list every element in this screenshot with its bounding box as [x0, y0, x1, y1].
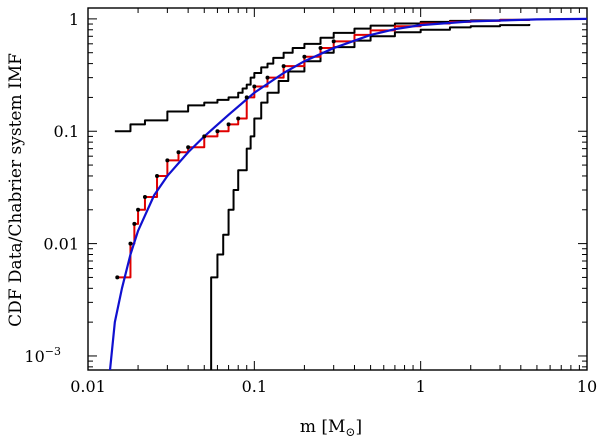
data-point	[331, 39, 336, 44]
data-point	[186, 145, 191, 150]
data-point	[128, 241, 133, 246]
data-point	[176, 150, 181, 155]
data-point	[236, 116, 241, 121]
y-tick-label: 0.01	[43, 235, 79, 254]
data-point	[136, 207, 141, 212]
data-point	[302, 54, 307, 59]
data-point	[115, 275, 120, 280]
y-axis-label: CDF Data/Chabrier system IMF	[6, 53, 26, 327]
x-axis-label-main: m [M	[300, 417, 346, 437]
y-tick-label: 10−3	[24, 345, 61, 366]
x-axis-label-close: ]	[356, 417, 363, 437]
data-point	[318, 46, 323, 51]
data-point	[265, 75, 270, 80]
x-axis-label: m [M⊙]	[300, 417, 362, 439]
x-tick-label: 10	[577, 377, 597, 396]
y-tick-label: 0.1	[54, 122, 79, 141]
plot-area	[108, 17, 587, 370]
data-point	[142, 194, 147, 199]
x-tick-label: 0.01	[70, 377, 106, 396]
data-point	[132, 221, 137, 226]
series-line-3	[117, 18, 531, 279]
series-line-4	[108, 17, 587, 370]
tick-labels: 0.01 0.1 1 10 10−3 0.01 0.1 1	[24, 10, 597, 396]
series-group	[108, 17, 587, 370]
data-point	[215, 129, 220, 134]
data-point	[244, 95, 249, 100]
y-tick-label-exponent: −3	[45, 345, 61, 358]
data-point	[165, 158, 170, 163]
data-point	[281, 64, 286, 69]
tick-marks	[87, 8, 588, 370]
data-point	[202, 134, 207, 139]
plot-frame	[87, 7, 588, 371]
data-point	[252, 84, 257, 89]
series-line-1	[114, 18, 531, 133]
series-line-2	[210, 24, 531, 370]
data-point	[155, 173, 160, 178]
data-point	[226, 122, 231, 127]
x-tick-label: 1	[416, 377, 426, 396]
x-tick-label: 0.1	[242, 377, 267, 396]
y-tick-label: 1	[69, 10, 79, 29]
x-axis-label-sub: ⊙	[345, 425, 355, 439]
